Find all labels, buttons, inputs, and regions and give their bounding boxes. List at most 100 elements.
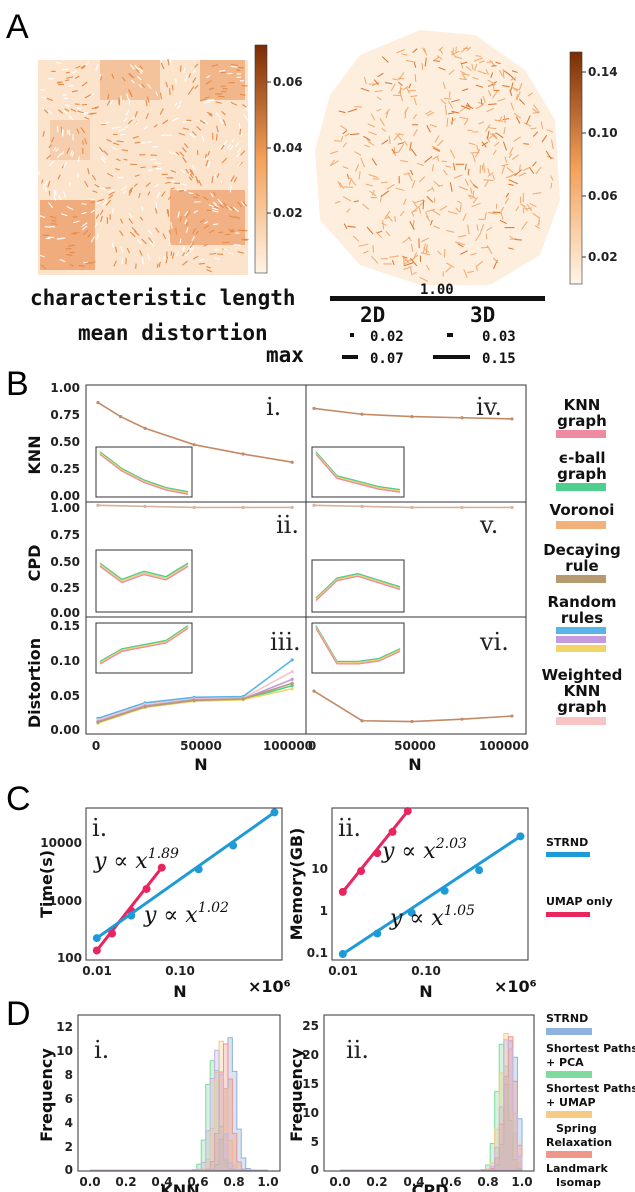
field-2d-stroke bbox=[192, 69, 196, 74]
field-3d-stroke bbox=[451, 99, 460, 103]
legend-b-random-line2: rules bbox=[561, 609, 603, 627]
field-2d-stroke bbox=[155, 91, 159, 97]
c-point bbox=[338, 950, 347, 959]
field-2d-stroke bbox=[128, 212, 133, 219]
field-2d-stroke bbox=[113, 260, 117, 267]
field-2d-stroke bbox=[154, 207, 158, 214]
field-3d-stroke bbox=[511, 86, 520, 91]
field-2d-stroke bbox=[185, 168, 190, 174]
field-3d-stroke bbox=[342, 142, 348, 148]
field-2d-stroke bbox=[217, 253, 224, 255]
field-3d-stroke bbox=[475, 260, 484, 268]
field-3d-stroke bbox=[497, 98, 506, 102]
field-3d-stroke bbox=[467, 224, 470, 235]
d-ytick: 0 bbox=[311, 1163, 319, 1177]
field-3d-stroke bbox=[388, 135, 391, 144]
c-point bbox=[407, 908, 416, 917]
field-2d-stroke bbox=[90, 209, 96, 214]
field-2d-stroke bbox=[87, 233, 92, 238]
legend-d-sp-pca-swatch bbox=[546, 1071, 592, 1078]
field-2d-stroke bbox=[85, 62, 90, 66]
field-3d-stroke bbox=[495, 203, 498, 209]
field-3d-stroke bbox=[397, 87, 403, 94]
panel-b-frames bbox=[85, 384, 527, 735]
field-3d-stroke bbox=[385, 82, 393, 85]
max-3d: 0.15 bbox=[482, 351, 516, 367]
field-2d-stroke bbox=[115, 168, 120, 171]
field-3d-stroke bbox=[429, 124, 438, 128]
field-3d-stroke bbox=[459, 204, 462, 212]
field-3d-stroke bbox=[414, 199, 424, 204]
field-2d-stroke bbox=[219, 69, 226, 72]
field-3d-stroke bbox=[445, 165, 451, 168]
field-2d-stroke bbox=[70, 108, 77, 112]
field-2d-stroke bbox=[242, 201, 248, 207]
field-2d-stroke bbox=[190, 85, 195, 92]
series-B-iii-0-point bbox=[290, 658, 294, 662]
field-3d-stroke bbox=[403, 261, 410, 265]
b-yticks-dist: 0.15 0.10 0.05 0.00 bbox=[50, 619, 80, 737]
field-3d-stroke bbox=[423, 247, 430, 253]
field-3d-stroke bbox=[492, 257, 499, 264]
d-chart-marks bbox=[90, 1033, 523, 1171]
c-point bbox=[157, 863, 166, 872]
field-2d-stroke bbox=[68, 129, 71, 136]
field-3d-strokes bbox=[329, 45, 555, 282]
field-3d-stroke bbox=[371, 255, 379, 264]
field-2d-stroke bbox=[111, 73, 115, 79]
c-xtick: 0.10 bbox=[411, 964, 441, 978]
field-3d-stroke bbox=[487, 79, 496, 85]
field-3d-stroke bbox=[446, 117, 449, 127]
c-point bbox=[475, 866, 484, 875]
field-2d-stroke bbox=[37, 171, 41, 176]
d-xtick: 0.2 bbox=[366, 1175, 387, 1189]
field-2d-stroke bbox=[169, 59, 172, 66]
c-xtick: 0.01 bbox=[82, 964, 112, 978]
field-2d-stroke bbox=[139, 65, 144, 70]
d-xtick: 1.0 bbox=[511, 1175, 532, 1189]
field-2d-stroke bbox=[179, 216, 182, 222]
field-2d-stroke bbox=[238, 161, 243, 166]
field-2d-stroke bbox=[77, 110, 85, 114]
panel-letter-b: B bbox=[6, 365, 29, 403]
field-3d-stroke bbox=[455, 46, 457, 53]
field-3d-stroke bbox=[457, 234, 467, 238]
field-3d-stroke bbox=[514, 169, 522, 177]
field-2d-stroke bbox=[194, 63, 199, 68]
field-2d-stroke bbox=[82, 140, 84, 145]
field-2d-stroke bbox=[230, 175, 235, 182]
field-2d-stroke bbox=[177, 211, 180, 218]
field-3d-stroke bbox=[472, 190, 475, 199]
field-2d-stroke bbox=[220, 71, 226, 74]
field-3d-stroke bbox=[433, 225, 440, 229]
field-2d-stroke bbox=[228, 215, 235, 219]
field-2d-stroke bbox=[48, 160, 55, 167]
field-3d-stroke bbox=[403, 258, 405, 266]
field-2d-stroke bbox=[217, 198, 223, 205]
d-xlabel-knn: KNN bbox=[160, 1181, 199, 1192]
field-2d-stroke bbox=[219, 118, 224, 125]
b-ytick: 0.00 bbox=[50, 723, 80, 737]
field-2d-stroke bbox=[240, 201, 245, 207]
cbar2d-tick-0: 0.06 bbox=[273, 75, 303, 89]
field-3d-stroke bbox=[529, 167, 535, 174]
b-yticks-cpd: 1.00 0.75 0.50 0.25 0.00 bbox=[50, 501, 80, 620]
field-2d-stroke bbox=[94, 222, 98, 228]
field-2d-stroke bbox=[108, 191, 115, 196]
field-2d-stroke bbox=[76, 128, 80, 134]
legend-c-umap-swatch bbox=[546, 912, 590, 917]
b-ytick: 1.00 bbox=[50, 501, 80, 515]
field-2d-stroke bbox=[41, 96, 46, 99]
field-2d-stroke bbox=[165, 81, 169, 88]
c-ylabel-memory: Memory(GB) bbox=[287, 828, 306, 941]
inset-curve bbox=[315, 451, 401, 491]
d-ytick: 0 bbox=[65, 1163, 73, 1177]
b-ytick: 0.75 bbox=[50, 408, 80, 422]
field-3d-stroke bbox=[460, 250, 468, 255]
field-2d-stroke bbox=[134, 230, 140, 236]
field-2d-stroke bbox=[195, 230, 199, 235]
field-2d-stroke bbox=[80, 127, 86, 134]
field-3d-stroke bbox=[521, 221, 528, 230]
b-ytick: 0.00 bbox=[50, 489, 80, 503]
legend-d-sp-umap-2: + UMAP bbox=[546, 1096, 596, 1109]
